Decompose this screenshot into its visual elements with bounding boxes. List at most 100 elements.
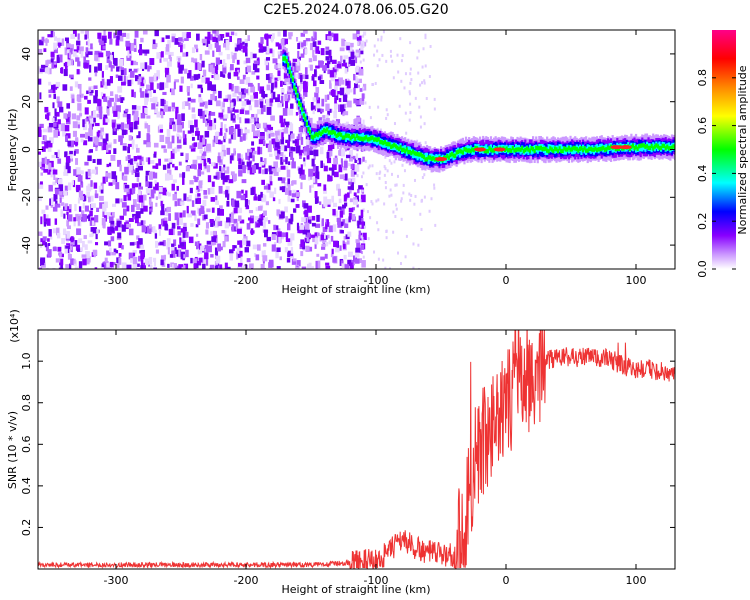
spectrogram-noise-cell <box>347 186 353 190</box>
spectrogram-ridge-cell <box>305 121 308 126</box>
spectrogram-noise-cell <box>234 42 238 50</box>
spectrogram-noise-cell <box>219 165 222 172</box>
spectrogram-noise-cell <box>314 165 319 172</box>
spectrogram-noise-cell <box>303 40 306 47</box>
spectrogram-noise-cell <box>309 266 314 269</box>
spectrogram-noise-cell <box>68 182 72 191</box>
spectrogram-noise-cell <box>126 264 132 269</box>
spectrogram-noise-cell <box>98 142 104 147</box>
spectrogram-noise-cell <box>86 90 89 95</box>
spectrogram-noise-cell <box>420 81 423 85</box>
spectrogram-noise-cell <box>171 107 175 112</box>
spectrogram-noise-cell <box>308 168 314 177</box>
spectrogram-noise-cell <box>132 199 137 208</box>
spectrogram-noise-cell <box>64 185 68 192</box>
spectrogram-noise-cell <box>348 157 353 162</box>
spectrogram-noise-cell <box>73 169 78 176</box>
snr-xtick-label: -200 <box>234 574 259 587</box>
spectrogram-noise-cell <box>354 164 360 172</box>
colorbar-gradient <box>712 30 736 269</box>
spectrogram-noise-cell <box>195 176 199 181</box>
spectrogram-noise-cell <box>284 93 288 102</box>
spectrogram-noise-cell <box>142 30 148 35</box>
spectrogram-noise-cell <box>177 198 182 206</box>
spectrogram-noise-cell <box>176 226 181 230</box>
spectrogram-noise-cell <box>176 119 182 126</box>
spectrogram-noise-cell <box>356 35 362 41</box>
spectrogram-noise-cell <box>304 209 309 218</box>
spectrogram-ridge-cell <box>655 143 658 148</box>
spectrogram-noise-cell <box>333 72 337 78</box>
spectrogram-noise-cell <box>110 154 116 161</box>
spectrogram-noise-cell <box>46 158 50 166</box>
spectrogram-ridge-cell <box>329 130 332 135</box>
spectrogram-ridge-cell <box>649 145 652 151</box>
spectrogram-noise-cell <box>96 207 100 212</box>
spectrogram-noise-cell <box>122 97 125 101</box>
spectrogram-noise-cell <box>295 36 299 42</box>
spectrogram-noise-cell <box>151 171 155 179</box>
spectrogram-ridge-cell <box>524 147 527 153</box>
spectrogram-noise-cell <box>110 220 115 228</box>
spectrogram-noise-cell <box>268 73 273 79</box>
spectrogram-ridge-cell <box>419 152 422 157</box>
spectrogram-noise-cell <box>355 258 360 264</box>
spectrogram-noise-cell <box>358 68 364 76</box>
spectrogram-ridge-cell <box>427 156 430 165</box>
spectrogram-noise-cell <box>332 67 337 75</box>
spectrogram-noise-cell <box>171 222 176 229</box>
spectrogram-noise-cell <box>138 186 143 190</box>
spectrogram-noise-cell <box>320 234 325 241</box>
spectrogram-noise-cell <box>167 247 170 255</box>
spectrogram-noise-cell <box>174 147 177 154</box>
spectrogram-noise-cell <box>148 224 152 229</box>
spectrogram-noise-cell <box>233 128 237 134</box>
spectrogram-noise-cell <box>282 232 287 238</box>
spectrogram-ridge-cell <box>656 144 659 149</box>
spectrogram-noise-cell <box>236 59 240 65</box>
spectrogram-noise-cell <box>323 196 328 205</box>
spectrogram-noise-cell <box>148 65 152 70</box>
spectrogram-noise-cell <box>80 138 84 143</box>
spectrogram-noise-cell <box>78 261 83 269</box>
spectrogram-noise-cell <box>89 92 93 96</box>
spectrogram-noise-cell <box>46 112 50 121</box>
spectrogram-noise-cell <box>327 234 330 239</box>
spectrogram-noise-cell <box>84 244 88 250</box>
spectrogram-noise-cell <box>424 36 427 40</box>
spectrogram-ridge-cell <box>422 154 425 160</box>
spectrogram-noise-cell <box>214 265 219 269</box>
spectrogram-noise-cell <box>57 158 62 164</box>
spectrogram-ridge-cell <box>580 147 583 155</box>
spectrogram-noise-cell <box>301 127 305 135</box>
spectrogram-noise-cell <box>260 109 264 115</box>
spectrogram-noise-cell <box>128 159 133 164</box>
spectrogram-noise-cell <box>257 206 263 211</box>
spectrogram-ridge-cell <box>511 145 514 151</box>
spectrogram-noise-cell <box>321 218 324 227</box>
spectrogram-noise-cell <box>177 61 181 68</box>
spectrogram-noise-cell <box>74 266 79 269</box>
spectrogram-noise-cell <box>433 97 436 101</box>
spectrogram-noise-cell <box>273 224 277 231</box>
spectrogram-noise-cell <box>377 228 380 232</box>
spectrogram-noise-cell <box>136 105 141 111</box>
spectrogram-noise-cell <box>107 226 111 235</box>
spectrogram-noise-cell <box>84 95 88 100</box>
spectrogram-noise-cell <box>348 189 352 194</box>
spectrogram-noise-cell <box>100 127 104 134</box>
spectrogram-noise-cell <box>245 240 251 247</box>
spectrogram-noise-cell <box>274 81 278 88</box>
spectrogram-noise-cell <box>259 101 264 108</box>
spectrogram-noise-cell <box>379 170 382 174</box>
spectrogram-noise-cell <box>177 231 182 236</box>
spectrogram-noise-cell <box>144 258 149 266</box>
spectrogram-noise-cell <box>264 93 268 98</box>
spectrogram-noise-cell <box>113 248 117 253</box>
spectrogram-noise-cell <box>217 208 221 216</box>
spectrogram-noise-cell <box>77 219 80 226</box>
spectrogram-noise-cell <box>156 70 160 76</box>
spectrogram-noise-cell <box>302 226 308 235</box>
spectrogram-noise-cell <box>238 91 242 95</box>
